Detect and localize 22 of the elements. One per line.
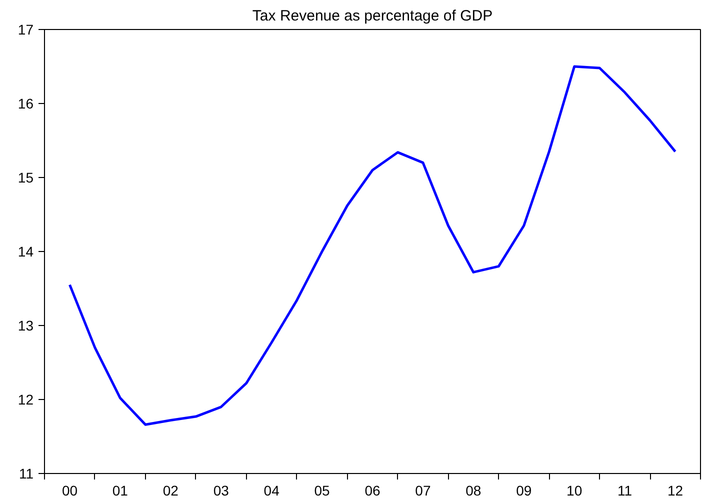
y-tick-label: 14 bbox=[18, 244, 34, 260]
y-tick-label: 15 bbox=[18, 170, 34, 186]
x-tick-label: 12 bbox=[667, 482, 684, 498]
y-tick-label: 17 bbox=[18, 22, 34, 38]
x-tick-label: 07 bbox=[415, 482, 431, 498]
y-tick-label: 12 bbox=[18, 392, 34, 408]
x-tick-label: 00 bbox=[62, 482, 78, 498]
chart-title: Tax Revenue as percentage of GDP bbox=[252, 8, 493, 24]
x-tick-label: 08 bbox=[466, 482, 482, 498]
x-tick-label: 06 bbox=[364, 482, 380, 498]
y-tick-label: 16 bbox=[18, 96, 34, 112]
x-tick-label: 11 bbox=[618, 482, 632, 498]
x-tick-label: 02 bbox=[162, 482, 179, 498]
y-tick-label: 11 bbox=[18, 466, 34, 482]
x-tick-label: 05 bbox=[314, 482, 330, 498]
x-tick-label: 10 bbox=[566, 482, 582, 498]
x-tick-label: 03 bbox=[213, 482, 230, 498]
x-tick-label: 09 bbox=[516, 482, 532, 498]
x-tick-label: 01 bbox=[112, 482, 128, 498]
line-series bbox=[68, 65, 677, 426]
x-tick-label: 04 bbox=[264, 482, 280, 498]
y-tick-label: 13 bbox=[18, 318, 34, 334]
